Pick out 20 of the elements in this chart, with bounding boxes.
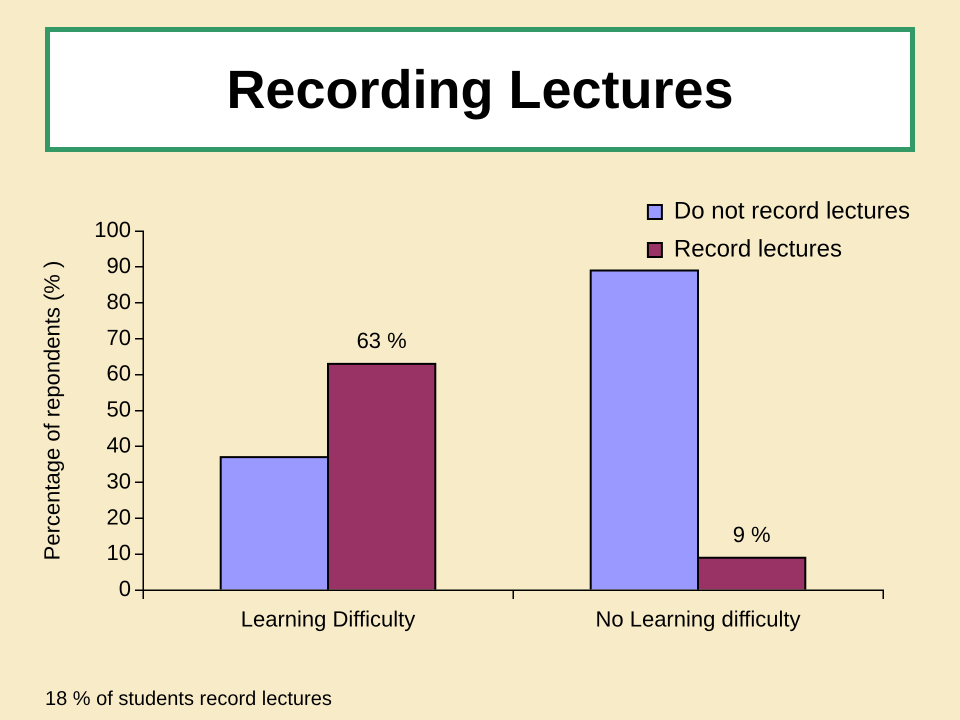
y-tick-label: 70 <box>106 324 131 350</box>
text: 18 % of students record lectures <box>45 688 332 711</box>
y-tick-label: 80 <box>106 288 131 314</box>
x-tick-label: Learning Difficulty <box>240 606 416 632</box>
data-label: 9 % <box>732 522 771 547</box>
y-tick-label: 100 <box>94 217 131 242</box>
y-axis-title: Percentage of repondents (% ) <box>39 260 64 560</box>
legend-label: Record lectures <box>674 236 842 263</box>
y-tick-label: 30 <box>106 468 131 494</box>
y-tick-label: 10 <box>106 540 131 566</box>
x-tick-label: No Learning difficulty <box>595 606 801 632</box>
y-tick-label: 50 <box>106 396 131 422</box>
y-tick-label: 60 <box>106 360 131 386</box>
y-tick-label: 0 <box>118 576 131 602</box>
chart-title: Recording Lectures <box>226 58 734 120</box>
y-tick-label: 40 <box>106 432 131 458</box>
legend-label: Do not record lectures <box>674 198 910 225</box>
y-tick-label: 20 <box>106 504 131 530</box>
data-label: 63 % <box>356 328 407 353</box>
y-tick-label: 90 <box>106 252 131 278</box>
